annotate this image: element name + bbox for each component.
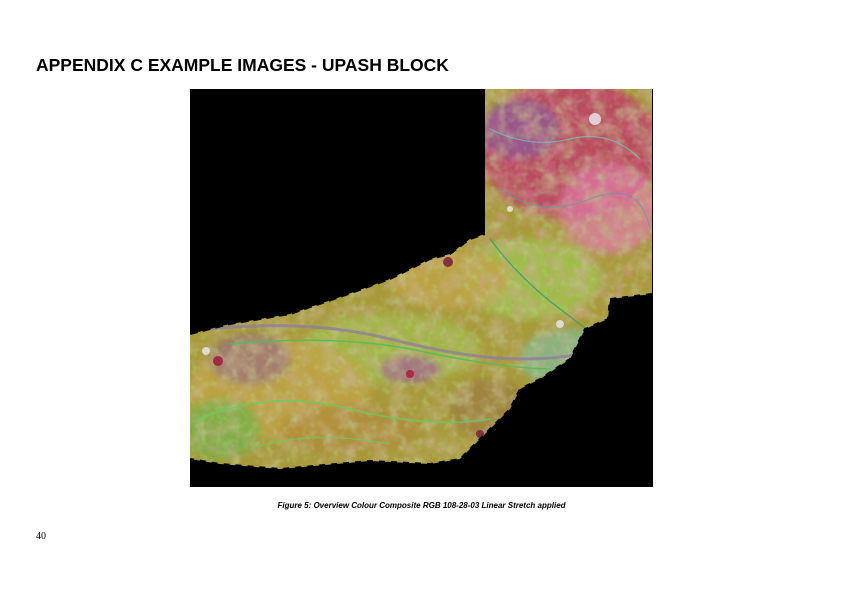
colour-composite-image <box>190 89 653 487</box>
page-number: 40 <box>36 531 46 542</box>
satellite-image-figure <box>190 89 653 487</box>
figure-caption: Figure 5: Overview Colour Composite RGB … <box>277 501 566 510</box>
appendix-heading: APPENDIX C EXAMPLE IMAGES - UPASH BLOCK <box>36 55 449 75</box>
